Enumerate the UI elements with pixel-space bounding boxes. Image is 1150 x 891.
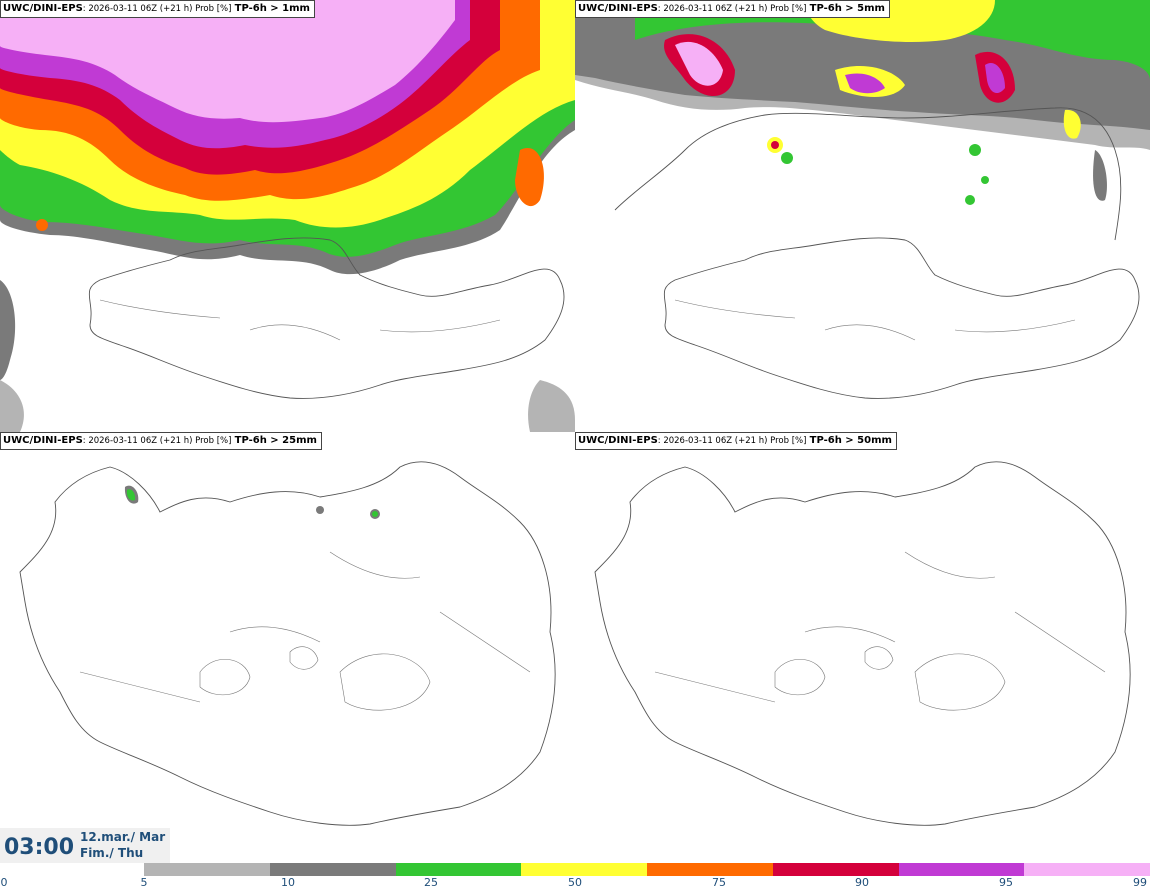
model-name: UWC/DINI-EPS: [3, 3, 83, 14]
precip-map-5mm: [575, 0, 1150, 399]
precip-map-50mm: [594, 461, 1131, 826]
colorbar-segment: [395, 863, 522, 876]
map-panel-5mm: UWC/DINI-EPS: 2026-03-11 06Z (+21 h) Pro…: [575, 0, 1150, 432]
colorbar-tick: 0: [0, 876, 8, 889]
field-name: TP-6h > 5mm: [809, 3, 885, 14]
colorbar-tick: 75: [712, 876, 726, 889]
map-panel-1mm: UWC/DINI-EPS: 2026-03-11 06Z (+21 h) Pro…: [0, 0, 575, 432]
colorbar-segment: [144, 863, 270, 876]
colorbar-segment: [521, 863, 647, 876]
colorbar-tick: 90: [855, 876, 869, 889]
valid-date: 12.mar./ Mar: [80, 830, 166, 844]
run-meta: : 2026-03-11 06Z (+21 h) Prob [%]: [657, 436, 807, 446]
panel-title: UWC/DINI-EPS: 2026-03-11 06Z (+21 h) Pro…: [0, 0, 315, 18]
precip-map-25mm: [19, 461, 556, 826]
panel-title: UWC/DINI-EPS: 2026-03-11 06Z (+21 h) Pro…: [575, 432, 897, 450]
probability-colorbar: [144, 863, 1150, 876]
field-name: TP-6h > 50mm: [809, 435, 892, 446]
precip-map-1mm: [0, 0, 575, 432]
run-meta: : 2026-03-11 06Z (+21 h) Prob [%]: [82, 4, 232, 14]
valid-time: 03:00: [4, 835, 75, 860]
panel-title: UWC/DINI-EPS: 2026-03-11 06Z (+21 h) Pro…: [0, 432, 322, 450]
map-panel-50mm: UWC/DINI-EPS: 2026-03-11 06Z (+21 h) Pro…: [575, 432, 1150, 864]
colorbar-segment: [269, 863, 396, 876]
model-name: UWC/DINI-EPS: [578, 435, 658, 446]
panel-title: UWC/DINI-EPS: 2026-03-11 06Z (+21 h) Pro…: [575, 0, 890, 18]
run-meta: : 2026-03-11 06Z (+21 h) Prob [%]: [82, 436, 232, 446]
colorbar-tick: 10: [281, 876, 295, 889]
colorbar-segment: [898, 863, 1025, 876]
colorbar-tick: 5: [140, 876, 148, 889]
field-name: TP-6h > 25mm: [234, 435, 317, 446]
colorbar-tick: 50: [568, 876, 582, 889]
colorbar-segment: [1024, 863, 1150, 876]
colorbar-tick: 99: [1133, 876, 1147, 889]
colorbar-tick: 25: [424, 876, 438, 889]
field-name: TP-6h > 1mm: [234, 3, 310, 14]
run-meta: : 2026-03-11 06Z (+21 h) Prob [%]: [657, 4, 807, 14]
colorbar-segment: [647, 863, 773, 876]
colorbar-tick: 95: [999, 876, 1013, 889]
colorbar-segment: [772, 863, 899, 876]
model-name: UWC/DINI-EPS: [3, 435, 83, 446]
map-panel-25mm: UWC/DINI-EPS: 2026-03-11 06Z (+21 h) Pro…: [0, 432, 575, 864]
model-name: UWC/DINI-EPS: [578, 3, 658, 14]
valid-weekday: Fim./ Thu: [80, 846, 144, 860]
valid-time-box: 03:00 12.mar./ Mar Fim./ Thu: [0, 828, 170, 863]
